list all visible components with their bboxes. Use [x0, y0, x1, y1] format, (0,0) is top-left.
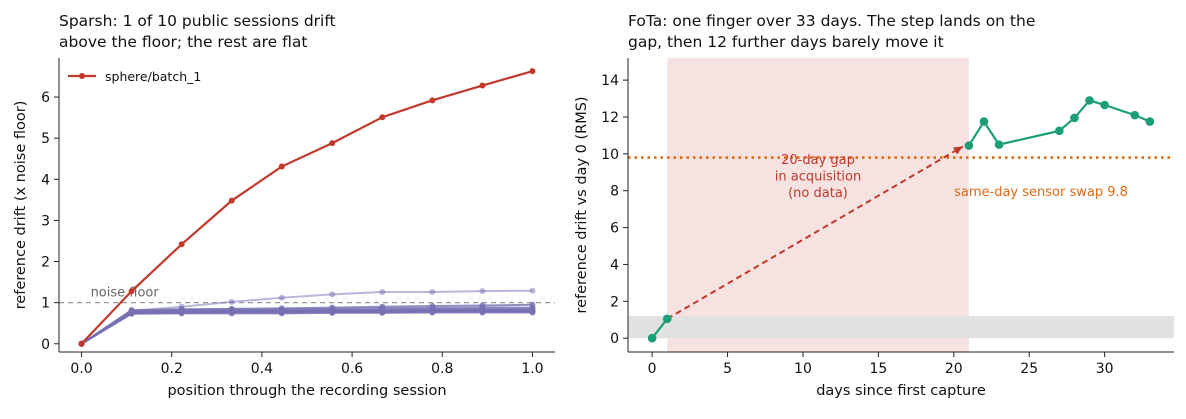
y-tick-label: 5: [41, 131, 50, 147]
session-point: [379, 288, 386, 295]
x-tick-label: 0.8: [431, 361, 453, 377]
y-tick-label: 10: [601, 147, 619, 163]
fota-drift-point: [647, 333, 657, 343]
y-axis-label: reference drift vs day 0 (RMS): [574, 96, 590, 313]
x-tick-label: 1.0: [521, 361, 543, 377]
highlight-session-point: [329, 140, 336, 147]
y-tick-label: 12: [601, 110, 619, 126]
session-point: [429, 309, 436, 316]
x-tick-label: 0.6: [341, 361, 363, 377]
x-tick-label: 10: [794, 361, 812, 377]
data-gap-label-line: (no data): [788, 186, 848, 201]
highlight-session-point: [278, 163, 285, 170]
fota-drift-point: [964, 141, 974, 150]
y-tick-label: 6: [41, 90, 50, 106]
y-axis-label: reference drift (x noise floor): [13, 101, 29, 310]
session-point: [278, 310, 285, 317]
session-point: [228, 310, 235, 317]
jump-arrow-head: [953, 146, 963, 155]
y-tick-label: 3: [41, 213, 50, 229]
x-tick-label: 15: [869, 361, 887, 377]
session-line: [81, 309, 533, 345]
session-point: [479, 288, 486, 295]
y-tick-label: 0: [610, 331, 619, 347]
highlight-session-line: [80, 70, 533, 345]
data-gap-band: [667, 58, 969, 352]
noise-floor-band: [628, 316, 1174, 339]
y-tick-label: 2: [610, 294, 619, 310]
y-tick-label: 0: [41, 337, 50, 353]
session-point: [278, 294, 285, 301]
right-chart-title: FoTa: one finger over 33 days. The step …: [628, 12, 1036, 51]
fota-drift-point: [1145, 117, 1155, 126]
fota-drift-point: [1055, 126, 1064, 136]
y-tick-label: 4: [41, 172, 50, 188]
noise-floor-label: noise floor: [91, 286, 160, 301]
y-tick-label: 14: [601, 73, 619, 89]
fota-drift-point: [662, 314, 672, 324]
left-chart-title: Sparsh: 1 of 10 public sessions drift ab…: [59, 12, 336, 51]
fota-drift-point: [1085, 96, 1094, 105]
x-tick-label: 0.0: [70, 361, 92, 377]
session-line: [81, 311, 533, 345]
session-line: [81, 310, 533, 345]
highlight-session-point: [228, 197, 235, 204]
y-tick-label: 2: [41, 255, 50, 271]
highlight-session-point: [529, 68, 536, 75]
session-point: [479, 309, 486, 316]
y-tick-label: 6: [610, 221, 619, 237]
y-tick-label: 4: [610, 257, 619, 273]
highlight-session-point: [178, 241, 185, 248]
session-point: [329, 291, 336, 298]
session-point: [429, 288, 436, 295]
session-point: [379, 309, 386, 316]
session-point: [529, 287, 536, 294]
session-line: [81, 309, 533, 345]
highlight-session-point: [479, 82, 486, 89]
x-tick-label: 0.4: [251, 361, 273, 377]
fota-drift-line: [967, 99, 1151, 147]
session-point: [128, 310, 135, 317]
highlight-session-point: [128, 288, 135, 295]
session-point: [529, 309, 536, 316]
x-tick-label: 0: [648, 361, 657, 377]
fota-drift-point: [1130, 110, 1140, 120]
session-line: [80, 306, 533, 345]
x-axis-label: position through the recording session: [167, 383, 446, 399]
jump-arrow-line: [666, 145, 964, 320]
session-line: [81, 310, 533, 345]
legend-swatch-marker: [79, 73, 85, 79]
fota-drift-point: [979, 117, 989, 126]
y-tick-label: 8: [610, 184, 619, 200]
highlight-session-point: [78, 340, 85, 347]
session-point: [178, 310, 185, 317]
highlight-session-point: [379, 114, 386, 121]
x-tick-label: 20: [945, 361, 963, 377]
session-point: [329, 309, 336, 316]
x-axis-label: days since first capture: [816, 383, 986, 399]
fota-drift-point: [994, 140, 1004, 149]
sensor-swap-label: same-day sensor swap 9.8: [954, 185, 1128, 200]
fota-drift-point: [1100, 100, 1109, 110]
fota-drift-point: [1070, 113, 1079, 123]
x-tick-label: 5: [723, 361, 732, 377]
x-tick-label: 30: [1096, 361, 1114, 377]
data-gap-label-line: in acquisition: [775, 170, 862, 185]
legend-label: sphere/batch_1: [105, 69, 201, 84]
y-tick-label: 1: [41, 296, 50, 312]
x-tick-label: 0.2: [161, 361, 183, 377]
session-point: [228, 298, 235, 305]
highlight-session-point: [429, 97, 436, 104]
data-gap-label-line: 20-day gap: [781, 153, 855, 168]
x-tick-label: 25: [1020, 361, 1038, 377]
data-gap-label: 20-day gap in acquisition (no data): [775, 153, 862, 201]
